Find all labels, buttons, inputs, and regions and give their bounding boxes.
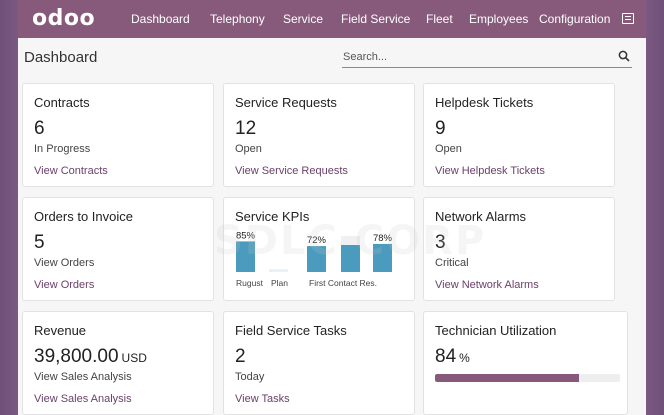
orders-card: Orders to Invoice 5 View Orders View Ord… <box>22 197 214 301</box>
revenue-value: 39,800.00 <box>34 346 119 367</box>
view-sales-analysis-link[interactable]: View Sales Analysis <box>34 393 132 405</box>
kpi-bar <box>236 241 255 272</box>
kpi-data-label: 72% <box>307 235 327 246</box>
utilization-value-wrap: 84% <box>435 346 470 368</box>
alarms-severity: Critical <box>435 257 469 269</box>
nav-field-service[interactable]: Field Service <box>341 12 411 26</box>
orders-title: Orders to Invoice <box>34 209 133 224</box>
view-orders-link[interactable]: View Orders <box>34 279 95 291</box>
kpi-category-label: Plan <box>271 278 288 288</box>
kpi-bar <box>307 246 326 272</box>
service-kpis-title: Service KPIs <box>235 209 310 224</box>
search-icon[interactable] <box>618 50 630 62</box>
contracts-value: 6 <box>34 118 45 139</box>
orders-value: 5 <box>34 232 45 253</box>
kpi-data-label: 85% <box>236 230 256 241</box>
page-title: Dashboard <box>24 49 98 66</box>
utilization-progress-bar <box>435 374 620 382</box>
watermark: SDLC CORP <box>214 218 487 264</box>
utilization-value: 84 <box>435 346 457 367</box>
utilization-unit: % <box>459 351 470 365</box>
alarms-value: 3 <box>435 232 446 253</box>
utilization-progress-fill <box>435 374 580 382</box>
revenue-title: Revenue <box>34 323 87 338</box>
tasks-title: Field Service Tasks <box>235 323 347 338</box>
helpdesk-title: Helpdesk Tickets <box>435 95 534 110</box>
service-requests-title: Service Requests <box>235 95 337 110</box>
tasks-when: Today <box>235 371 265 383</box>
search-input[interactable] <box>343 49 603 65</box>
view-service-requests-link[interactable]: View Service Requests <box>235 165 348 177</box>
view-alarms-link[interactable]: View Network Alarms <box>435 279 539 291</box>
helpdesk-value: 9 <box>435 118 446 139</box>
odoo-logo[interactable]: odoo <box>32 6 96 31</box>
orders-sub: View Orders <box>34 257 95 269</box>
service-kpis-chart: 85% 72% 78% Rugust Plan First Contact Res. <box>236 230 393 288</box>
kpi-data-label: 78% <box>373 233 393 244</box>
revenue-value-wrap: 39,800.00 USD <box>34 346 147 368</box>
contracts-title: Contracts <box>34 95 90 110</box>
kpi-bar <box>373 243 392 272</box>
service-requests-value: 12 <box>235 118 257 139</box>
contracts-card: Contracts 6 In Progress View Contracts <box>22 83 214 187</box>
tasks-card: Field Service Tasks 2 Today View Tasks <box>223 311 415 415</box>
helpdesk-card: Helpdesk Tickets 9 Open View Helpdesk Ti… <box>423 83 615 187</box>
utilization-title: Technician Utilization <box>435 323 557 338</box>
view-contracts-link[interactable]: View Contracts <box>34 165 108 177</box>
utilization-card: Technician Utilization 84% <box>423 311 628 415</box>
main-content: Dashboard Contracts 6 In Progress View C… <box>18 38 646 415</box>
revenue-sub: View Sales Analysis <box>34 371 132 383</box>
search-bar <box>342 48 632 68</box>
nav-employees[interactable]: Employees <box>469 12 529 26</box>
nav-fleet[interactable]: Fleet <box>426 12 453 26</box>
helpdesk-status: Open <box>435 143 462 155</box>
nav-telephony[interactable]: Telephony <box>210 12 265 26</box>
alarms-title: Network Alarms <box>435 209 527 224</box>
kpi-category-label: First Contact Res. <box>309 278 377 288</box>
kpi-category-label: Rugust <box>236 278 264 288</box>
nav-service[interactable]: Service <box>283 12 324 26</box>
top-navbar: odoo Dashboard Telephony Service Field S… <box>18 0 646 38</box>
revenue-currency: USD <box>121 351 147 365</box>
nav-dashboard[interactable]: Dashboard <box>131 12 190 26</box>
tasks-value: 2 <box>235 346 246 367</box>
messages-icon[interactable] <box>622 13 634 24</box>
contracts-status: In Progress <box>34 143 91 155</box>
view-helpdesk-link[interactable]: View Helpdesk Tickets <box>435 165 545 177</box>
nav-configuration[interactable]: Configuration <box>539 12 611 26</box>
service-requests-status: Open <box>235 143 262 155</box>
view-tasks-link[interactable]: View Tasks <box>235 393 290 405</box>
alarms-card: Network Alarms 3 Critical View Network A… <box>423 197 615 301</box>
service-kpis-card: Service KPIs 85% 72% 78% Rugust Plan First Co… <box>223 197 415 301</box>
service-requests-card: Service Requests 12 Open View Service Re… <box>223 83 415 187</box>
kpi-bar <box>341 245 360 272</box>
kpi-bar <box>269 269 288 272</box>
revenue-card: Revenue 39,800.00 USD View Sales Analysis… <box>22 311 214 415</box>
